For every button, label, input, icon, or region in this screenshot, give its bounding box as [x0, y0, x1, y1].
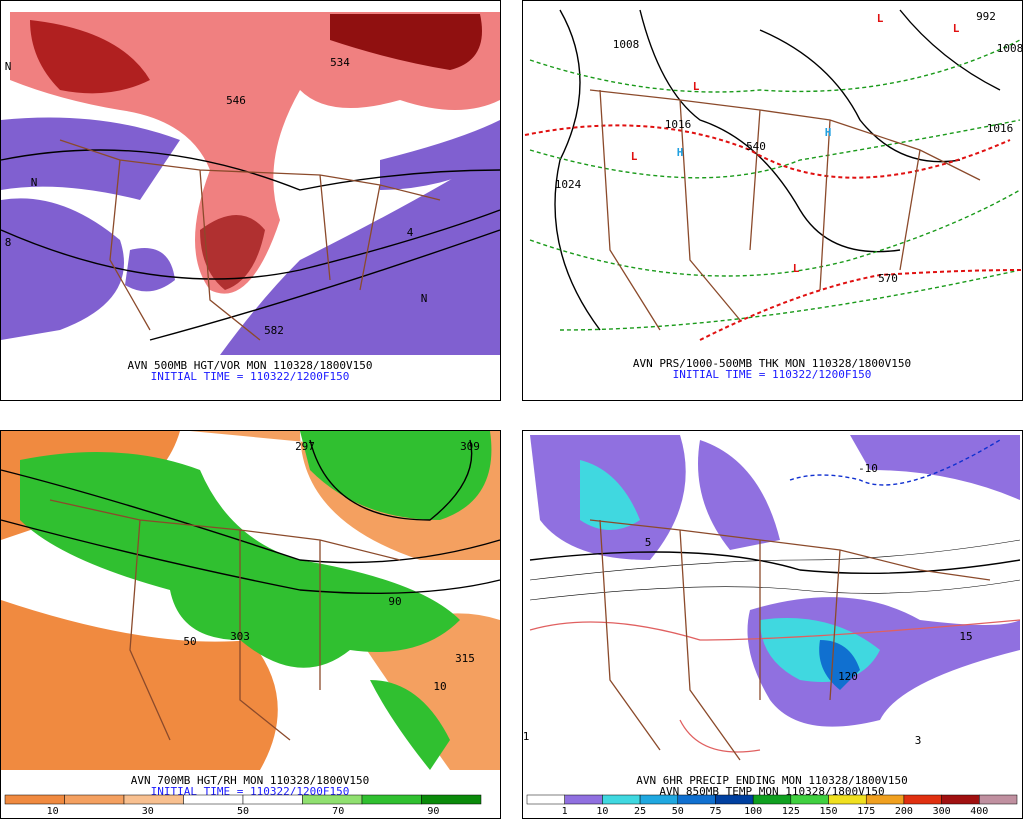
- map-label: 1: [523, 730, 530, 743]
- map-label: H: [825, 126, 832, 139]
- map-label: L: [693, 80, 700, 93]
- caption: AVN 500MB HGT/VOR MON 110328/1800V150: [127, 359, 372, 372]
- map-label: 534: [330, 56, 350, 69]
- legend-label: 90: [427, 806, 439, 817]
- map-label: 1024: [555, 178, 582, 191]
- legend-label: 200: [895, 806, 913, 817]
- legend-swatch: [302, 794, 363, 805]
- map-label: 90: [388, 595, 401, 608]
- map-label: 15: [959, 630, 972, 643]
- legend-swatch: [526, 794, 565, 805]
- map-label: 8: [5, 236, 12, 249]
- map-label: 120: [838, 670, 858, 683]
- legend-label: 400: [970, 806, 988, 817]
- legend-label: 300: [933, 806, 951, 817]
- map-label: 992: [976, 10, 996, 23]
- legend-swatch: [242, 794, 303, 805]
- map-700mb: [0, 431, 501, 770]
- map-pressure: [524, 9, 1023, 341]
- map-label: 10: [433, 680, 446, 693]
- caption: AVN 700MB HGT/RH MON 110328/1800V150: [131, 774, 369, 787]
- legend-label: 25: [634, 806, 646, 817]
- map-label: 1008: [613, 38, 640, 51]
- legend-swatch: [4, 794, 65, 805]
- map-label: L: [631, 150, 638, 163]
- map-label: N: [31, 176, 38, 189]
- legend-label: 50: [672, 806, 684, 817]
- legend-swatch: [123, 794, 184, 805]
- map-label: N: [421, 292, 428, 305]
- map-label: 297: [295, 440, 315, 453]
- legend-label: 100: [744, 806, 762, 817]
- panel-frame: [522, 0, 1023, 401]
- map-label: L: [953, 22, 960, 35]
- map-label: 5: [645, 536, 652, 549]
- legend-swatch: [790, 794, 829, 805]
- caption: AVN PRS/1000-500MB THK MON 110328/1800V1…: [633, 357, 911, 370]
- caption-bg: [572, 772, 972, 796]
- map-label: 582: [264, 324, 284, 337]
- map-label: N: [5, 60, 12, 73]
- legend-swatch: [941, 794, 980, 805]
- legend-label: 125: [782, 806, 800, 817]
- initial-time: INITIAL TIME = 110322/1200F150: [151, 370, 350, 383]
- map-label: 1008: [997, 42, 1024, 55]
- map-label: L: [793, 262, 800, 275]
- map-500mb: [0, 12, 501, 355]
- map-label: 4: [407, 226, 414, 239]
- map-label: 546: [226, 94, 246, 107]
- legend-label: 70: [332, 806, 344, 817]
- map-label: -10: [858, 462, 878, 475]
- map-label: 309: [460, 440, 480, 453]
- map-label: 540: [746, 140, 766, 153]
- legend-swatch: [564, 794, 603, 805]
- legend-swatch: [715, 794, 754, 805]
- legend-swatch: [421, 794, 482, 805]
- initial-time: INITIAL TIME = 110322/1200F150: [673, 368, 872, 381]
- map-label: 50: [183, 635, 196, 648]
- legend-swatch: [64, 794, 125, 805]
- legend-swatch: [903, 794, 942, 805]
- legend-swatch: [677, 794, 716, 805]
- caption-bg: [50, 772, 450, 796]
- map-label: 3: [915, 734, 922, 747]
- map-label: H: [677, 146, 684, 159]
- legend-swatch: [183, 794, 244, 805]
- legend-swatch: [639, 794, 679, 805]
- map-label: 1016: [987, 122, 1014, 135]
- legend-label: 50: [237, 806, 249, 817]
- legend-label: 1: [562, 806, 568, 817]
- map-precip: [529, 435, 1021, 761]
- legend-swatch: [602, 794, 641, 805]
- map-label: L: [877, 12, 884, 25]
- legend-label: 30: [142, 806, 154, 817]
- caption-bg: [572, 355, 972, 379]
- caption: AVN 6HR PRECIP ENDING MON 110328/1800V15…: [636, 774, 908, 787]
- map-label: 1016: [665, 118, 692, 131]
- map-label: 303: [230, 630, 250, 643]
- legend-label: 10: [596, 806, 608, 817]
- caption-bg: [50, 357, 450, 381]
- map-label: 315: [455, 652, 475, 665]
- legend-label: 175: [857, 806, 875, 817]
- map-label: 570: [878, 272, 898, 285]
- legend-swatch: [828, 794, 867, 805]
- legend-swatch: [361, 794, 422, 805]
- legend-label: 75: [709, 806, 721, 817]
- legend-swatch: [865, 794, 905, 805]
- legend-swatch: [752, 794, 792, 805]
- legend-swatch: [979, 794, 1018, 805]
- legend-label: 150: [820, 806, 838, 817]
- legend-label: 10: [47, 806, 59, 817]
